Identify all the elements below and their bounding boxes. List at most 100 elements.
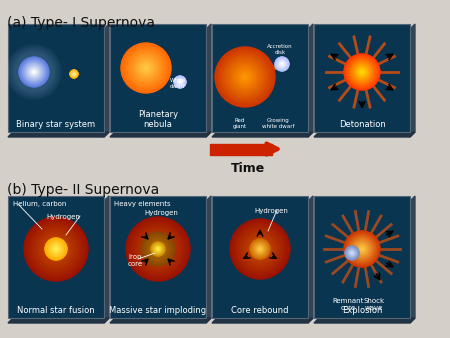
- Circle shape: [140, 62, 152, 74]
- Circle shape: [348, 58, 376, 86]
- Circle shape: [239, 72, 250, 82]
- Circle shape: [347, 234, 377, 264]
- Circle shape: [230, 63, 259, 91]
- Circle shape: [148, 239, 167, 259]
- Circle shape: [126, 217, 190, 281]
- Circle shape: [355, 241, 369, 257]
- Circle shape: [250, 239, 270, 259]
- Text: Hydrogen: Hydrogen: [144, 210, 178, 216]
- Circle shape: [357, 67, 367, 77]
- Circle shape: [156, 247, 160, 251]
- Polygon shape: [8, 132, 109, 137]
- Circle shape: [360, 70, 364, 74]
- Polygon shape: [104, 24, 109, 137]
- Text: White
dwarf: White dwarf: [170, 78, 186, 89]
- Circle shape: [140, 231, 176, 267]
- Circle shape: [127, 218, 189, 280]
- Polygon shape: [110, 132, 211, 137]
- Circle shape: [72, 72, 76, 76]
- Circle shape: [258, 247, 262, 251]
- Circle shape: [251, 240, 269, 258]
- Circle shape: [50, 243, 62, 255]
- Circle shape: [156, 247, 160, 251]
- Circle shape: [360, 247, 364, 251]
- Circle shape: [255, 244, 265, 254]
- Circle shape: [49, 242, 63, 256]
- Circle shape: [129, 220, 187, 278]
- Circle shape: [33, 71, 35, 73]
- Circle shape: [153, 244, 163, 254]
- Circle shape: [348, 235, 376, 263]
- Circle shape: [45, 238, 67, 260]
- Circle shape: [360, 247, 364, 251]
- Circle shape: [346, 233, 378, 265]
- Circle shape: [144, 66, 149, 71]
- Circle shape: [236, 225, 284, 273]
- Circle shape: [261, 70, 265, 73]
- Circle shape: [346, 248, 357, 258]
- Circle shape: [359, 246, 364, 252]
- Circle shape: [150, 241, 166, 257]
- Circle shape: [53, 246, 59, 252]
- Circle shape: [266, 68, 270, 72]
- Circle shape: [280, 62, 284, 66]
- Circle shape: [252, 241, 269, 258]
- Circle shape: [29, 67, 39, 77]
- Circle shape: [231, 63, 259, 91]
- Circle shape: [175, 77, 185, 87]
- Circle shape: [279, 61, 285, 67]
- Circle shape: [27, 220, 85, 278]
- Circle shape: [235, 224, 285, 274]
- Circle shape: [345, 246, 359, 260]
- Circle shape: [352, 239, 372, 259]
- Circle shape: [223, 55, 267, 99]
- Circle shape: [258, 247, 261, 250]
- Circle shape: [31, 223, 81, 274]
- Circle shape: [259, 248, 261, 250]
- Circle shape: [28, 66, 40, 78]
- Circle shape: [139, 230, 177, 268]
- Text: Core rebound: Core rebound: [231, 306, 289, 315]
- Circle shape: [276, 58, 288, 70]
- Circle shape: [353, 240, 371, 258]
- Circle shape: [50, 243, 62, 255]
- Circle shape: [55, 248, 57, 250]
- Circle shape: [360, 70, 364, 74]
- Circle shape: [358, 245, 366, 253]
- Circle shape: [27, 220, 86, 278]
- Circle shape: [251, 240, 269, 258]
- Circle shape: [73, 73, 75, 75]
- Circle shape: [141, 233, 175, 266]
- Circle shape: [243, 75, 247, 79]
- Circle shape: [130, 51, 162, 84]
- Circle shape: [53, 246, 59, 252]
- Circle shape: [354, 241, 370, 257]
- Circle shape: [45, 238, 67, 260]
- Circle shape: [256, 71, 261, 75]
- Circle shape: [136, 227, 180, 271]
- Circle shape: [33, 226, 79, 272]
- Circle shape: [345, 55, 379, 89]
- Circle shape: [49, 242, 63, 256]
- Circle shape: [130, 221, 186, 277]
- Circle shape: [279, 62, 284, 67]
- Circle shape: [216, 48, 274, 106]
- Circle shape: [352, 62, 372, 82]
- Circle shape: [352, 62, 372, 82]
- Circle shape: [155, 246, 161, 252]
- Circle shape: [353, 240, 371, 258]
- Circle shape: [361, 248, 363, 250]
- Text: Helium, carbon: Helium, carbon: [13, 201, 67, 207]
- Circle shape: [254, 243, 266, 255]
- Circle shape: [251, 73, 255, 77]
- Circle shape: [179, 81, 181, 83]
- Circle shape: [131, 53, 161, 83]
- Circle shape: [279, 61, 285, 68]
- Circle shape: [155, 246, 161, 251]
- Circle shape: [220, 52, 270, 102]
- Circle shape: [252, 241, 267, 257]
- Circle shape: [52, 245, 60, 253]
- Circle shape: [348, 249, 356, 257]
- Circle shape: [132, 223, 184, 274]
- Circle shape: [32, 225, 80, 272]
